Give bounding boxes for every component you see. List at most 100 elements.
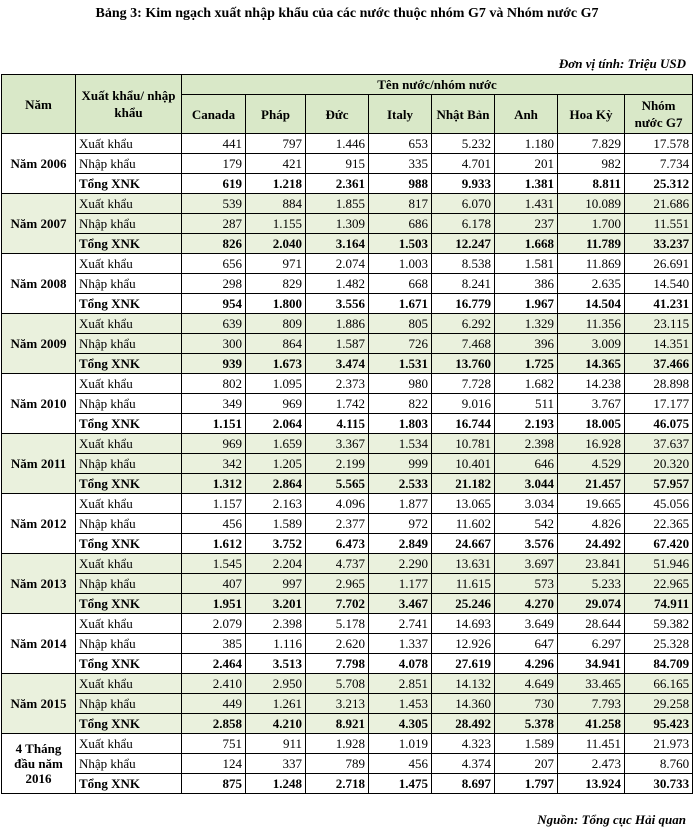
value-cell: 46.075: [623, 413, 694, 434]
value-cell: 66.165: [623, 673, 694, 694]
header-country: Nhóm nước G7: [623, 94, 694, 134]
table-row: Nhập khẩu 385 1.116 2.620 1.337 12.926 647 6.29…: [2, 633, 694, 654]
value-cell: 8.760: [623, 753, 694, 774]
value-cell: 6.070: [431, 193, 495, 214]
value-cell: 21.973: [623, 733, 694, 754]
value-cell: 51.946: [623, 553, 694, 574]
header-country: Canada: [181, 94, 246, 134]
value-cell: 1.589: [494, 733, 558, 754]
value-cell: 37.637: [623, 433, 694, 454]
value-cell: 6.297: [557, 633, 625, 654]
year-cell: Năm 2011: [1, 433, 76, 494]
value-cell: 1.797: [494, 773, 558, 794]
table-row: Tổng XNK 1.951 3.201 7.702 3.467 25.246 4.270 2…: [2, 593, 694, 614]
table-row: Năm 2012 Xuất khẩu 1.157 2.163 4.096 1.877 13.…: [1, 493, 694, 554]
source-note: Nguồn: Tổng cục Hải quan: [537, 812, 686, 827]
value-cell: 14.540: [623, 273, 694, 294]
value-cell: 3.513: [245, 653, 306, 674]
row-type-label: Xuất khẩu: [75, 133, 182, 154]
value-cell: 1.337: [368, 633, 432, 654]
value-cell: 2.290: [368, 553, 432, 574]
value-cell: 456: [368, 753, 432, 774]
value-cell: 20.320: [623, 453, 694, 474]
value-cell: 1.587: [305, 333, 369, 354]
value-cell: 4.737: [305, 553, 369, 574]
table-row: Năm 2013 Xuất khẩu 1.545 2.204 4.737 2.290 13.…: [1, 553, 694, 614]
value-cell: 4.826: [557, 513, 625, 534]
value-cell: 67.420: [623, 533, 694, 554]
table-row: Nhập khẩu 298 829 1.482 668 8.241 386 2.635 14.5…: [2, 273, 694, 294]
row-type-label: Nhập khẩu: [75, 213, 182, 234]
value-cell: 10.781: [431, 433, 495, 454]
value-cell: 2.373: [305, 373, 369, 394]
row-type-label: Nhập khẩu: [75, 453, 182, 474]
value-cell: 84.709: [623, 653, 694, 674]
value-cell: 884: [245, 193, 306, 214]
value-cell: 639: [181, 313, 246, 334]
value-cell: 29.258: [623, 693, 694, 714]
value-cell: 1.700: [557, 213, 625, 234]
value-cell: 1.800: [245, 293, 306, 314]
value-cell: 864: [245, 333, 306, 354]
value-cell: 5.708: [305, 673, 369, 694]
value-cell: 3.752: [245, 533, 306, 554]
row-type-label: Tổng XNK: [75, 653, 182, 674]
row-type-label: Tổng XNK: [75, 533, 182, 554]
value-cell: 647: [494, 633, 558, 654]
year-cell: Năm 2006: [1, 133, 76, 194]
table-row: Năm 2010 Xuất khẩu 802 1.095 2.373 980 7.728 1.…: [1, 373, 694, 434]
value-cell: 7.793: [557, 693, 625, 714]
value-cell: 656: [181, 253, 246, 274]
header-country: Nhật Bản: [431, 94, 495, 134]
value-cell: 287: [181, 213, 246, 234]
row-type-label: Xuất khẩu: [75, 733, 182, 754]
table-row: Năm 2014 Xuất khẩu 2.079 2.398 5.178 2.741 14.…: [1, 613, 694, 674]
value-cell: 5.565: [305, 473, 369, 494]
value-cell: 1.155: [245, 213, 306, 234]
value-cell: 1.545: [181, 553, 246, 574]
value-cell: 179: [181, 153, 246, 174]
value-cell: 300: [181, 333, 246, 354]
table-row: 4 Tháng đầu năm 2016 Xuất khẩu 751 911 1.928…: [1, 733, 694, 794]
value-cell: 11.602: [431, 513, 495, 534]
value-cell: 5.233: [557, 573, 625, 594]
value-cell: 2.410: [181, 673, 246, 694]
value-cell: 12.926: [431, 633, 495, 654]
value-cell: 829: [245, 273, 306, 294]
value-cell: 1.003: [368, 253, 432, 274]
value-cell: 511: [494, 393, 558, 414]
value-cell: 7.468: [431, 333, 495, 354]
value-cell: 1.581: [494, 253, 558, 274]
value-cell: 4.701: [431, 153, 495, 174]
value-cell: 1.218: [245, 173, 306, 194]
value-cell: 2.864: [245, 473, 306, 494]
row-type-label: Xuất khẩu: [75, 493, 182, 514]
value-cell: 875: [181, 773, 246, 794]
table-row: Tổng XNK 1.312 2.864 5.565 2.533 21.182 3.044 2…: [2, 473, 694, 494]
value-cell: 14.693: [431, 613, 495, 634]
value-cell: 542: [494, 513, 558, 534]
value-cell: 2.858: [181, 713, 246, 734]
value-cell: 11.356: [557, 313, 625, 334]
value-cell: 11.551: [623, 213, 694, 234]
value-cell: 337: [245, 753, 306, 774]
value-cell: 385: [181, 633, 246, 654]
row-type-label: Xuất khẩu: [75, 313, 182, 334]
trade-table: Năm Xuất khẩu/ nhập khẩu Tên nước/nhóm n…: [1, 73, 694, 794]
value-cell: 33.237: [623, 233, 694, 254]
value-cell: 4.305: [368, 713, 432, 734]
value-cell: 789: [305, 753, 369, 774]
value-cell: 11.451: [557, 733, 625, 754]
unit-label: Đơn vị tính: Triệu USD: [558, 56, 686, 71]
value-cell: 9.933: [431, 173, 495, 194]
value-cell: 3.034: [494, 493, 558, 514]
value-cell: 1.803: [368, 413, 432, 434]
value-cell: 2.199: [305, 453, 369, 474]
value-cell: 28.898: [623, 373, 694, 394]
value-cell: 619: [181, 173, 246, 194]
value-cell: 2.040: [245, 233, 306, 254]
value-cell: 2.193: [494, 413, 558, 434]
row-type-label: Tổng XNK: [75, 773, 182, 794]
row-type-label: Xuất khẩu: [75, 673, 182, 694]
value-cell: 1.312: [181, 473, 246, 494]
